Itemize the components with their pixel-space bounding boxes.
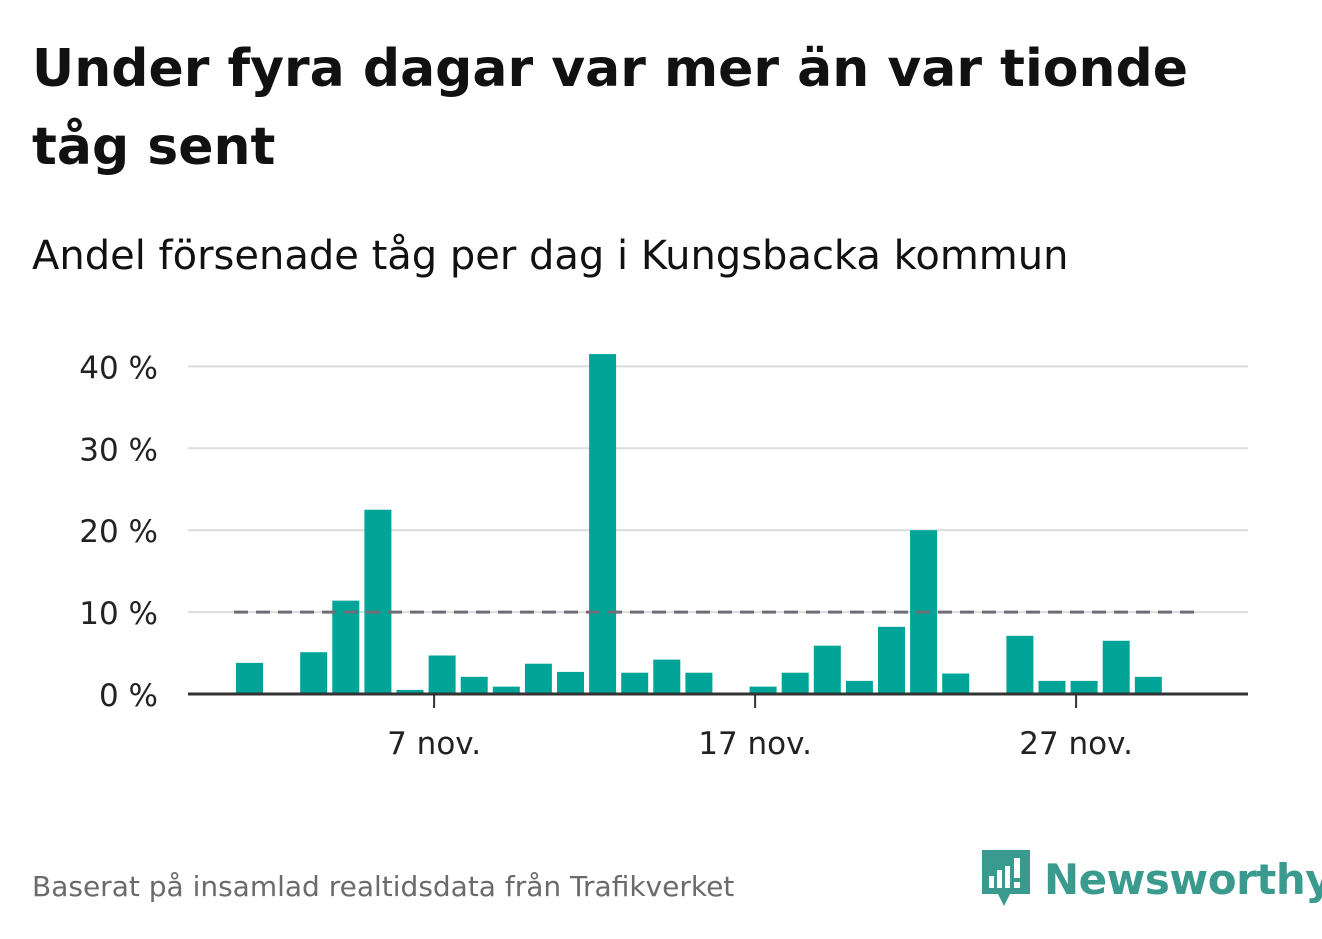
grid-lines (188, 365, 1248, 614)
y-tick-label: 10 % (79, 596, 158, 632)
bar (878, 626, 905, 694)
bar (685, 672, 713, 694)
bar (524, 663, 552, 694)
y-tick-label: 40 % (79, 350, 158, 386)
x-tick-label: 17 nov. (698, 726, 812, 762)
bar (813, 645, 841, 694)
bar (236, 662, 263, 694)
brand-logo[interactable]: Newsworthy (980, 848, 1322, 910)
y-tick-label: 30 % (79, 432, 158, 468)
bar-chart: 0 % 10 % 20 % 30 % 40 % 7 nov. 17 nov. 27 nov. (79, 350, 1248, 762)
bar (942, 673, 970, 694)
bar (492, 686, 520, 694)
bar (557, 671, 584, 694)
bars (236, 354, 1162, 694)
y-tick-label: 0 % (99, 678, 158, 714)
bar (589, 354, 617, 694)
bar (332, 600, 360, 694)
bar (1134, 676, 1162, 694)
bar (396, 689, 424, 694)
y-axis-labels: 0 % 10 % 20 % 30 % 40 % (79, 350, 158, 714)
chart-subtitle: Andel försenade tåg per dag i Kungsbacka… (32, 233, 1069, 279)
brand-name: Newsworthy (1044, 854, 1322, 904)
y-tick-label: 20 % (79, 514, 158, 550)
bar (1006, 635, 1034, 694)
source-note: Baserat på insamlad realtidsdata från Tr… (32, 870, 735, 903)
chart-title: Under fyra dagar var mer än var tionde t… (32, 39, 1189, 177)
x-axis (188, 692, 1248, 708)
bar (1038, 680, 1066, 694)
bar (300, 652, 328, 694)
bar (364, 509, 392, 694)
bar (749, 686, 777, 694)
x-axis-labels: 7 nov. 17 nov. 27 nov. (387, 726, 1133, 762)
bar (460, 676, 488, 694)
x-tick-label: 7 nov. (387, 726, 481, 762)
bar (653, 659, 681, 694)
bar (1102, 640, 1130, 694)
bar (781, 672, 809, 694)
bar (845, 680, 873, 694)
bar (621, 672, 649, 694)
newsworthy-logo-icon (982, 850, 1030, 906)
x-tick-label: 27 nov. (1019, 726, 1133, 762)
bar (1070, 680, 1098, 694)
bar (428, 655, 456, 694)
